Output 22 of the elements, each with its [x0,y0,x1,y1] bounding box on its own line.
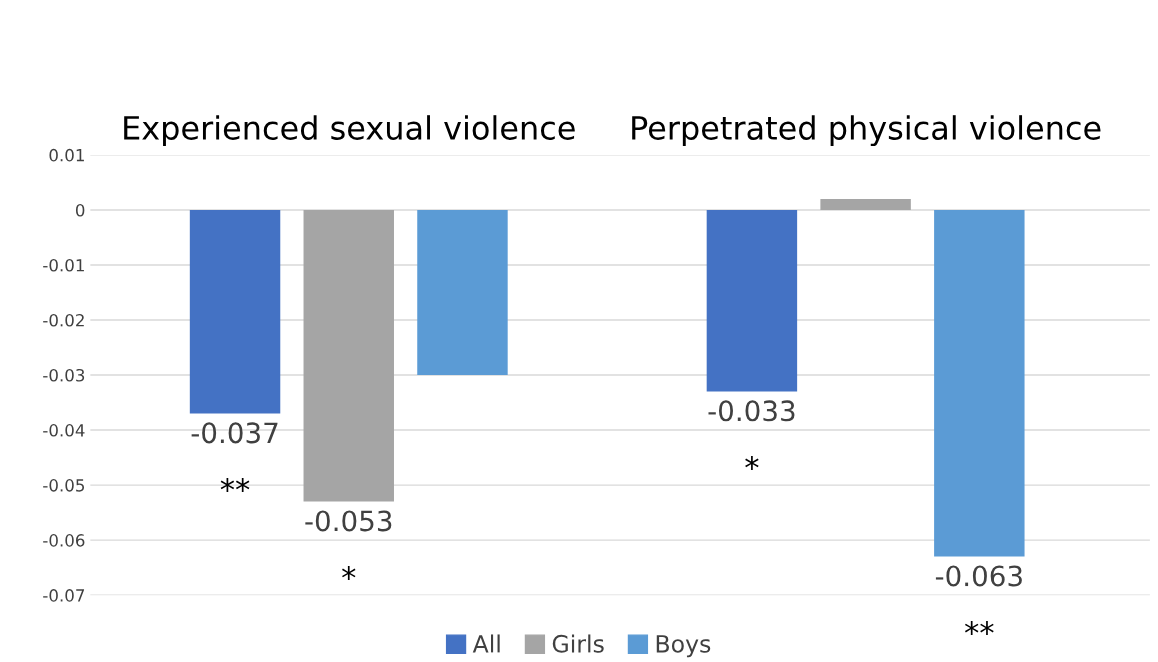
y-tick-label: -0.06 [43,534,85,547]
y-tick-label: -0.04 [43,424,85,437]
text: ** [964,621,994,635]
x-tick-label: Perpetrated physical violence [632,115,1101,147]
x-tick-label: Experienced sexual violence [124,115,575,147]
annotation: * [745,455,759,470]
data-label: -0.053 [305,510,392,532]
y-tick-label: -0.07 [43,589,85,602]
y-tick-label: 0 [75,203,85,217]
data-label: -0.037 [191,422,278,444]
y-tick-label: -0.01 [43,258,84,272]
legend-label: All [472,634,500,653]
data-label: -0.063 [935,565,1022,587]
annotation: * [342,566,356,580]
y-tick-label: -0.03 [43,368,85,382]
legend-label: Boys [656,635,711,658]
data-label: -0.033 [708,400,795,422]
y-tick-label: -0.02 [43,313,84,327]
annotation: ** [220,477,250,492]
legend-label: Girls [552,634,604,653]
y-tick-label: -0.05 [43,479,85,492]
y-tick-label: 0.01 [49,148,84,162]
